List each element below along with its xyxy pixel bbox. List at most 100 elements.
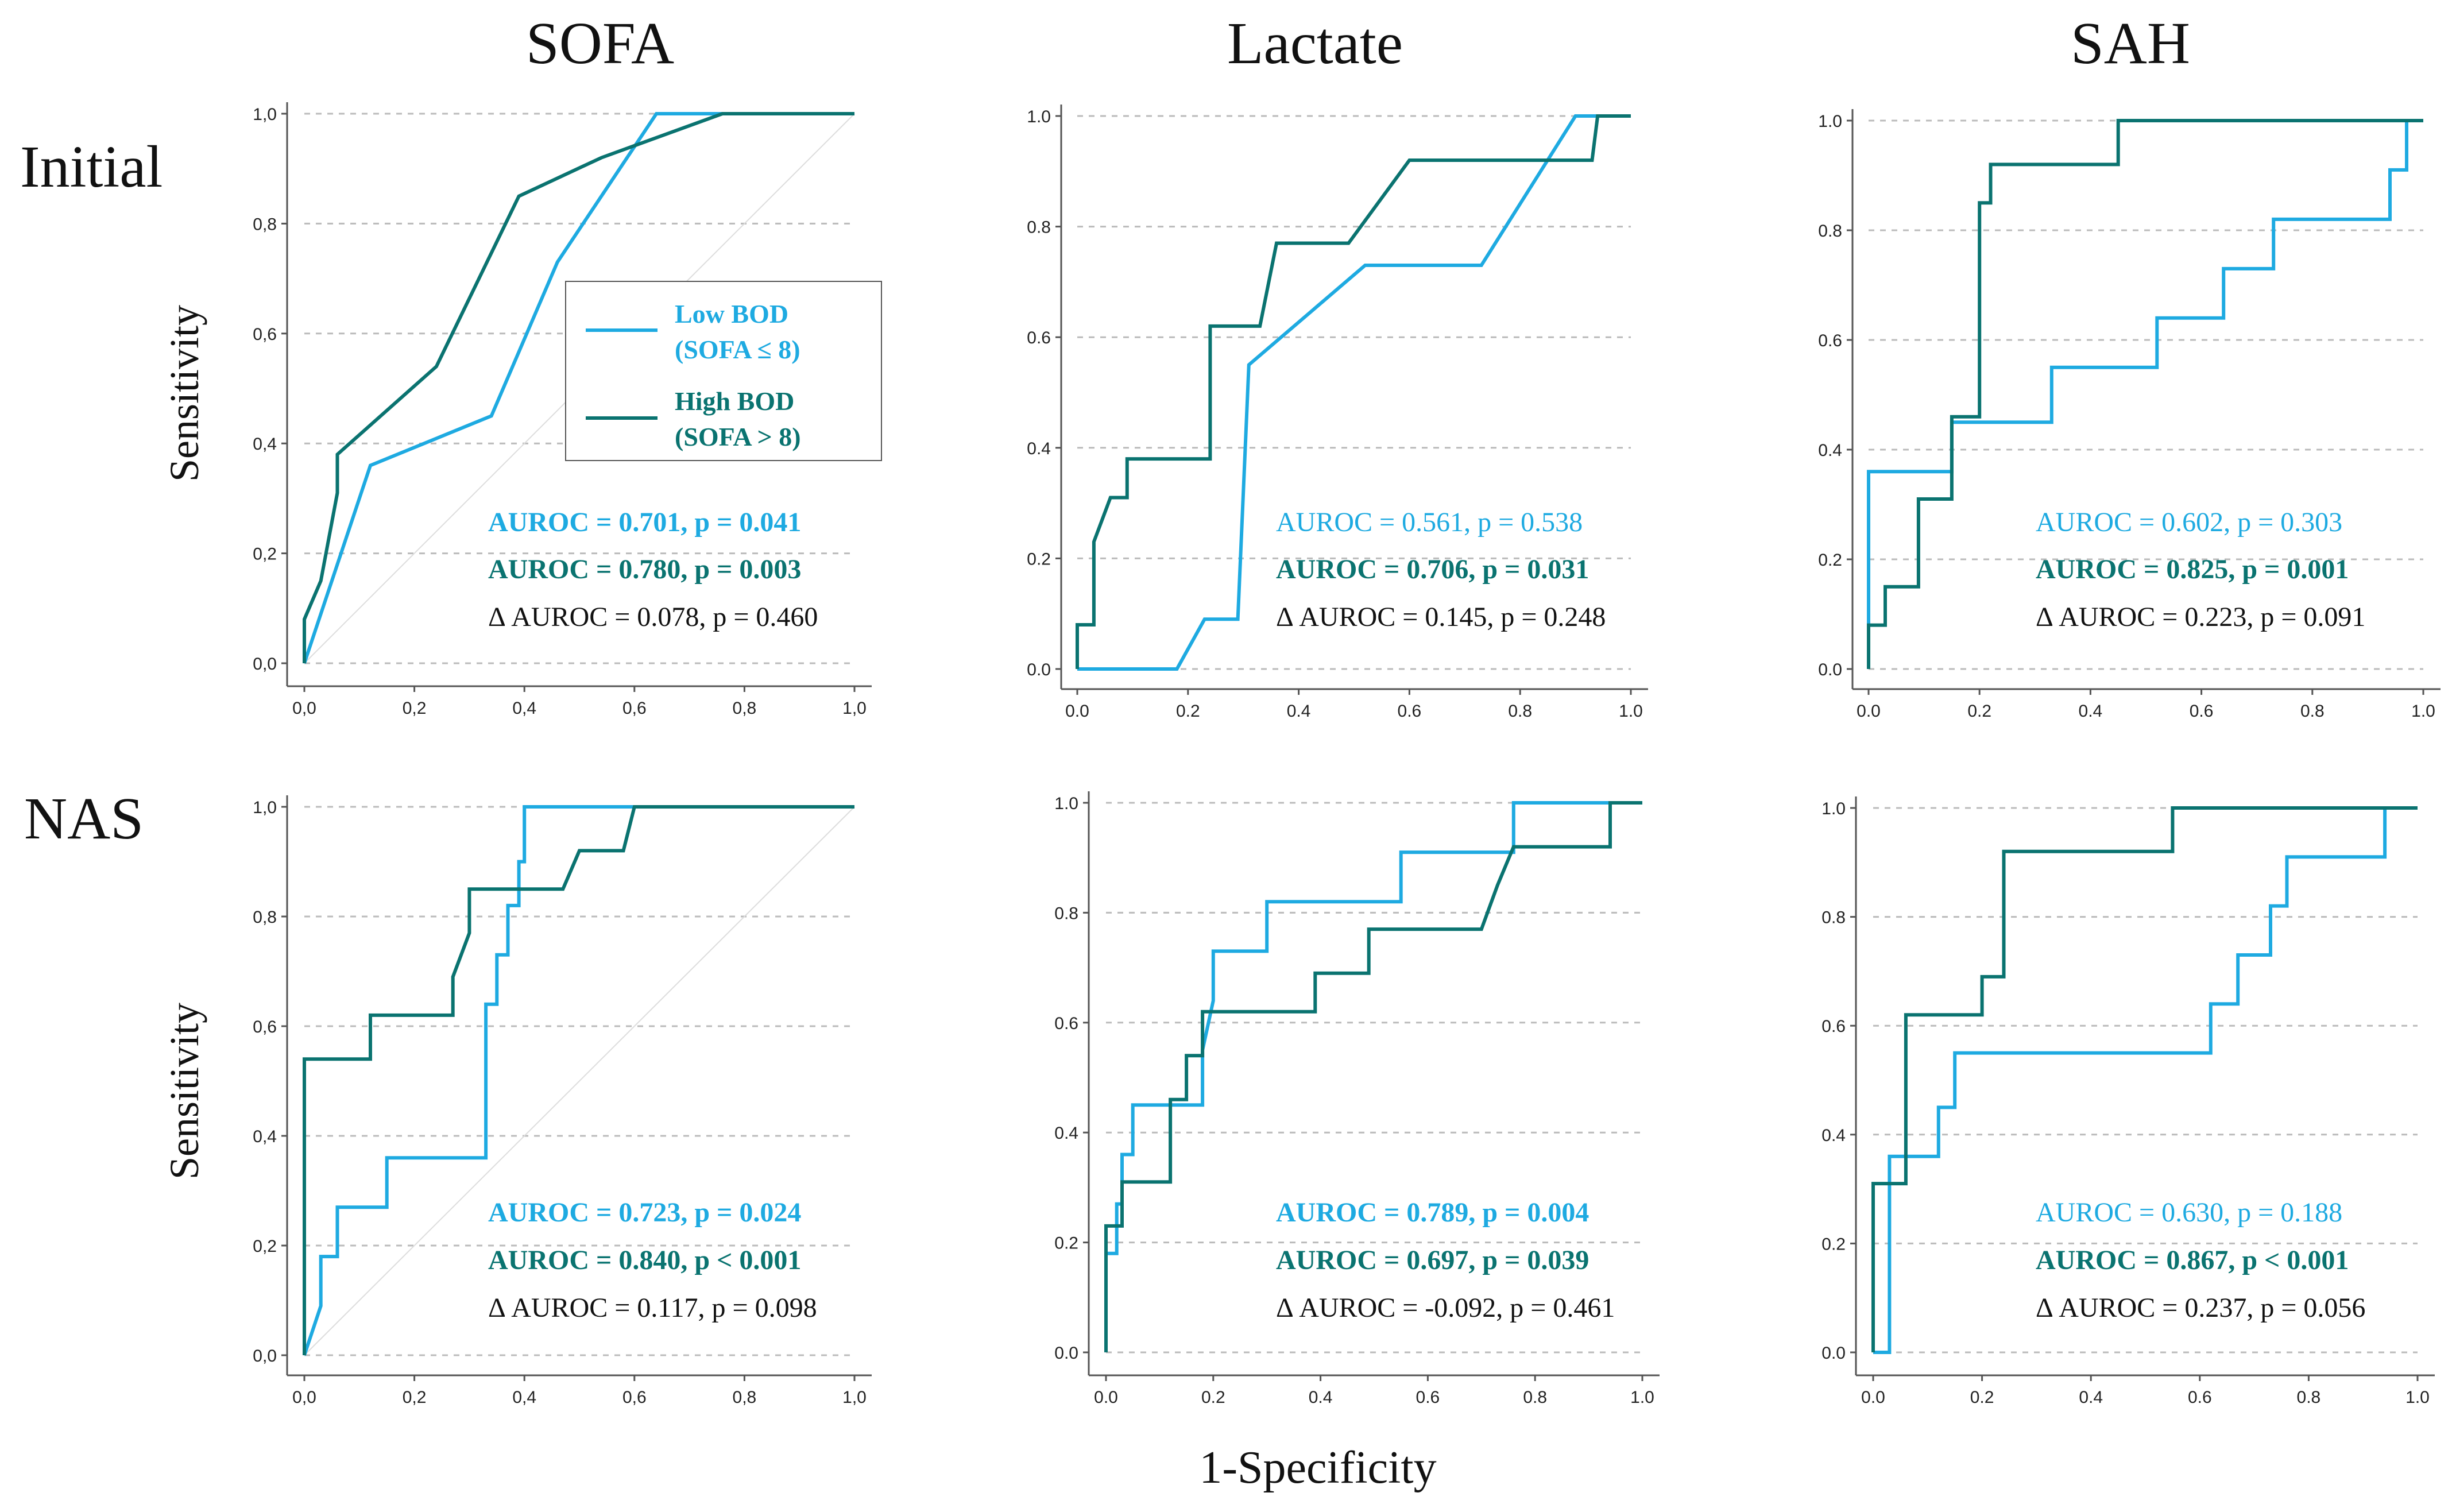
auroc-annotation-low: AUROC = 0.789, p = 0.004 xyxy=(1276,1197,1589,1228)
x-tick-label: 0,4 xyxy=(512,1388,536,1407)
legend-label-high: High BOD xyxy=(675,386,794,416)
x-tick-label: 0,4 xyxy=(512,699,536,718)
panel-nas-sah: 0.0 0.2 0.4 0.6 0.8 1.0 0.0 0.2 0.4 0.6 0.8 1.0 AURO… xyxy=(1821,796,2435,1407)
y-tick-label: 0.4 xyxy=(1027,439,1051,458)
x-tick-label: 0.4 xyxy=(1309,1388,1333,1407)
x-tick-label: 0,2 xyxy=(403,1388,427,1407)
y-tick-label: 0,6 xyxy=(253,325,277,344)
x-tick-label: 0.8 xyxy=(2300,702,2325,721)
x-tick-label: 0.4 xyxy=(2079,1388,2103,1407)
x-tick-label: 0.8 xyxy=(1523,1388,1547,1407)
x-tick-label: 0,8 xyxy=(733,1388,757,1407)
x-tick-label: 1.0 xyxy=(1619,702,1643,721)
y-tick-label: 0,6 xyxy=(253,1018,277,1037)
y-tick-label: 0,4 xyxy=(253,435,277,454)
panels: 0,0 0,2 0,4 0,6 0,8 1,0 0,0 0,2 0,4 0,6 0,8 1,0 AURO… xyxy=(253,102,2441,1407)
auroc-annotation-high: AUROC = 0.840, p < 0.001 xyxy=(488,1245,801,1275)
auroc-annotation-delta: Δ AUROC = 0.145, p = 0.248 xyxy=(1276,602,1606,632)
y-tick-label: 0.6 xyxy=(1054,1014,1078,1033)
panel-nas-lactate: 0.0 0.2 0.4 0.6 0.8 1.0 0.0 0.2 0.4 0.6 0.8 1.0 AURO… xyxy=(1054,791,1660,1407)
roc-curve-high-bod xyxy=(1867,119,2423,669)
y-tick-label: 0.2 xyxy=(1821,1235,1846,1254)
reference-diagonal xyxy=(304,806,855,1356)
y-tick-label: 0.2 xyxy=(1027,550,1051,569)
legend-sublabel-low: (SOFA ≤ 8) xyxy=(675,335,800,364)
y-tick-label: 0,8 xyxy=(253,215,277,234)
x-tick-label: 1,0 xyxy=(842,1388,867,1407)
x-tick-label: 0.2 xyxy=(1970,1388,1994,1407)
auroc-annotation-high: AUROC = 0.780, p = 0.003 xyxy=(488,554,801,585)
x-tick-label: 0.8 xyxy=(1508,702,1532,721)
x-tick-label: 1.0 xyxy=(2405,1388,2430,1407)
x-tick-label: 0.6 xyxy=(1398,702,1422,721)
y-tick-label: 1,0 xyxy=(253,105,277,124)
roc-curve-high-bod xyxy=(1076,114,1631,669)
x-tick-label: 0.4 xyxy=(2079,702,2103,721)
y-tick-label: 0,2 xyxy=(253,545,277,564)
auroc-annotation-high: AUROC = 0.697, p = 0.039 xyxy=(1276,1245,1589,1275)
roc-curve-low-bod xyxy=(1873,806,2418,1354)
y-tick-label: 1.0 xyxy=(1818,112,1842,131)
column-title-sofa: SOFA xyxy=(526,10,674,76)
column-title-lactate: Lactate xyxy=(1227,10,1403,76)
auroc-annotation-high: AUROC = 0.867, p < 0.001 xyxy=(2036,1245,2349,1275)
x-tick-label: 0.2 xyxy=(1176,702,1200,721)
auroc-annotation-high: AUROC = 0.825, p = 0.001 xyxy=(2036,554,2349,585)
legend-box xyxy=(565,281,882,461)
roc-curve-high-bod xyxy=(303,805,854,1355)
x-tick-label: 0,8 xyxy=(733,699,757,718)
panel-initial-sah: 0.0 0.2 0.4 0.6 0.8 1.0 0.0 0.2 0.4 0.6 0.8 1.0 AURO… xyxy=(1818,109,2441,721)
y-tick-label: 0.8 xyxy=(1054,904,1078,923)
roc-curve-low-bod xyxy=(303,805,854,1356)
legend-label-low: Low BOD xyxy=(675,299,788,328)
y-tick-label: 0.4 xyxy=(1054,1124,1078,1143)
panel-nas-sofa: 0,0 0,2 0,4 0,6 0,8 1,0 0,0 0,2 0,4 0,6 0,8 1,0 AURO… xyxy=(253,795,872,1407)
roc-curve-low-bod xyxy=(303,112,854,664)
y-tick-label: 0.0 xyxy=(1027,660,1051,679)
x-tick-label: 0.0 xyxy=(1065,702,1089,721)
x-tick-label: 0,6 xyxy=(622,1388,647,1407)
y-tick-label: 0.8 xyxy=(1818,222,1842,241)
auroc-annotation-delta: Δ AUROC = 0.237, p = 0.056 xyxy=(2036,1293,2365,1323)
row-title-initial: Initial xyxy=(20,134,163,200)
x-tick-label: 0.2 xyxy=(1967,702,1991,721)
x-tick-label: 0.6 xyxy=(2190,702,2214,721)
y-tick-label: 0.4 xyxy=(1821,1126,1846,1145)
y-tick-label: 0.2 xyxy=(1818,551,1842,570)
auroc-annotation-low: AUROC = 0.602, p = 0.303 xyxy=(2036,507,2342,537)
legend: Low BOD (SOFA ≤ 8) High BOD (SOFA > 8) xyxy=(565,281,882,461)
y-axis-label-bottom: Sensitivity xyxy=(161,1003,207,1180)
auroc-annotation-high: AUROC = 0.706, p = 0.031 xyxy=(1276,554,1589,585)
x-tick-label: 0,2 xyxy=(403,699,427,718)
y-tick-label: 0.8 xyxy=(1027,218,1051,237)
y-tick-label: 0,0 xyxy=(253,655,277,674)
panel-initial-lactate: 0.0 0.2 0.4 0.6 0.8 1.0 0.0 0.2 0.4 0.6 0.8 1.0 AURO… xyxy=(1027,105,1648,721)
y-tick-label: 1.0 xyxy=(1821,799,1846,818)
y-tick-label: 0.6 xyxy=(1027,328,1051,347)
x-tick-label: 1.0 xyxy=(1630,1388,1654,1407)
auroc-annotation-low: AUROC = 0.701, p = 0.041 xyxy=(488,507,801,537)
x-tick-label: 0,6 xyxy=(622,699,647,718)
y-tick-label: 0.0 xyxy=(1821,1344,1846,1363)
x-tick-label: 0,0 xyxy=(292,1388,316,1407)
auroc-annotation-delta: Δ AUROC = 0.078, p = 0.460 xyxy=(488,602,818,632)
x-tick-label: 0.2 xyxy=(1201,1388,1225,1407)
roc-curve-high-bod xyxy=(303,112,854,663)
y-tick-label: 1.0 xyxy=(1027,107,1051,126)
x-tick-label: 1,0 xyxy=(842,699,867,718)
row-title-nas: NAS xyxy=(24,786,144,852)
auroc-annotation-delta: Δ AUROC = -0.092, p = 0.461 xyxy=(1276,1293,1615,1323)
x-axis-label: 1-Specificity xyxy=(1199,1443,1436,1493)
y-tick-label: 1,0 xyxy=(253,798,277,817)
y-tick-label: 0,4 xyxy=(253,1127,277,1146)
y-tick-label: 0.0 xyxy=(1818,660,1842,679)
x-tick-label: 0.8 xyxy=(2297,1388,2321,1407)
y-tick-label: 0,0 xyxy=(253,1347,277,1366)
x-tick-label: 0.0 xyxy=(1861,1388,1885,1407)
auroc-annotation-delta: Δ AUROC = 0.117, p = 0.098 xyxy=(488,1293,817,1323)
legend-sublabel-high: (SOFA > 8) xyxy=(675,422,801,451)
x-tick-label: 0.6 xyxy=(2188,1388,2212,1407)
y-tick-label: 0.8 xyxy=(1821,908,1846,927)
x-tick-label: 0.4 xyxy=(1287,702,1311,721)
